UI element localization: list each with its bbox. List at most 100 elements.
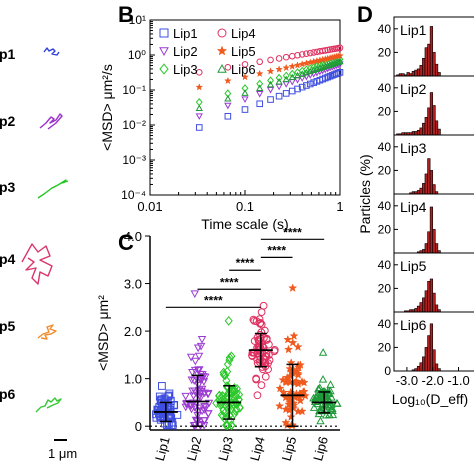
x-tick-label-c: Lip4 (247, 435, 268, 463)
point-b-lip4 (336, 44, 344, 52)
panel-a: p1 p2 p3 p4 p5 p6 1 μm (0, 46, 77, 461)
point-c-lip2 (187, 376, 197, 385)
point-b-lip4 (306, 49, 314, 57)
point-c-lip6 (318, 374, 328, 383)
legend-label-b: Lip1 (173, 26, 198, 41)
point-b-lip6 (275, 77, 283, 85)
histogram-label-d: Lip6 (400, 317, 427, 333)
y-tick-label-d: 40 (378, 22, 392, 36)
point-b-lip4 (275, 55, 283, 62)
significance-label-c: **** (283, 225, 302, 239)
point-c-lip2 (200, 389, 209, 398)
point-c-lip4 (257, 308, 266, 317)
point-b-lip3 (306, 64, 314, 73)
point-c-lip4 (262, 334, 271, 343)
legend-label-b: Lip6 (231, 62, 256, 77)
point-b-lip5 (266, 67, 275, 75)
histogram-bar-d (414, 131, 418, 136)
point-c-lip5 (294, 362, 304, 372)
point-c-lip5 (289, 331, 299, 340)
point-c-lip2 (196, 342, 206, 351)
point-c-lip4 (259, 301, 268, 310)
point-b-lip2 (195, 113, 203, 120)
point-c-lip2 (201, 373, 210, 382)
point-b-lip5 (255, 69, 264, 77)
histogram-bar-d (424, 47, 428, 77)
histogram-bar-d (419, 127, 423, 136)
histogram-bar-d (406, 72, 410, 77)
point-b-lip1 (303, 82, 310, 89)
point-c-lip2 (193, 366, 203, 375)
point-c-lip3 (222, 375, 231, 386)
point-c-lip5 (275, 401, 285, 410)
track-label-4: p4 (0, 251, 16, 267)
point-c-lip3 (219, 391, 228, 402)
point-b-lip5 (293, 61, 302, 69)
point-c-lip6 (326, 386, 335, 395)
point-b-lip2 (275, 83, 283, 91)
point-b-lip2 (224, 102, 232, 110)
point-b-lip4 (303, 50, 310, 57)
point-b-lip6 (298, 70, 306, 77)
point-b-lip5 (288, 62, 297, 70)
point-b-lip2 (282, 81, 290, 88)
point-b-lip1 (241, 106, 249, 113)
histogram-label-d: Lip5 (400, 258, 427, 274)
panel-b: B 0.01 0.1 1 10⁻⁴ 10⁻³ 10⁻² 10⁻¹ 10⁰ 10¹ Time scal… (99, 2, 344, 232)
point-b-lip6 (224, 94, 232, 102)
y-tick-label-d: 40 (378, 140, 392, 154)
trajectory-5 (37, 324, 57, 340)
y-tick-label-d: 20 (378, 45, 392, 59)
point-c-lip6 (316, 416, 325, 425)
point-b-lip4 (324, 46, 332, 54)
histogram-bar-d (429, 278, 434, 313)
x-tick-label-d: -1.0 (447, 373, 469, 388)
point-c-lip4 (261, 372, 270, 381)
histogram-bar-d (419, 65, 423, 77)
x-tick-label-b: 1 (336, 199, 343, 214)
histogram-bar-d (411, 70, 415, 77)
point-c-lip2 (188, 368, 197, 377)
point-b-lip5 (195, 83, 204, 91)
histogram-bar-d (427, 335, 431, 372)
point-c-lip4 (253, 391, 262, 400)
histogram-bar-d (427, 158, 431, 195)
point-b-lip4 (294, 51, 301, 59)
point-b-lip6 (288, 73, 296, 81)
point-b-lip1 (275, 92, 283, 100)
point-b-lip4 (321, 47, 329, 54)
point-b-lip4 (256, 58, 264, 66)
x-tick-label-c: Lip5 (279, 435, 300, 463)
point-c-lip3 (220, 408, 229, 418)
histogram-bar-d (432, 105, 436, 136)
histogram-bar-d (422, 356, 426, 372)
histogram-bar-d (411, 369, 415, 372)
x-tick-label-c: Lip2 (184, 435, 205, 463)
point-b-lip3 (256, 79, 264, 88)
point-b-lip5 (275, 65, 284, 73)
x-tick-label-d: -2.0 (422, 373, 444, 388)
point-b-lip2 (266, 86, 275, 94)
point-c-lip6 (326, 404, 336, 413)
point-b-lip6 (293, 71, 302, 79)
point-c-lip4 (262, 352, 271, 360)
legend-label-b: Lip4 (231, 26, 256, 41)
point-b-lip4 (195, 69, 203, 76)
point-b-lip2 (256, 90, 264, 98)
point-c-lip3 (227, 351, 236, 362)
point-c-lip2 (197, 385, 207, 394)
track-label-1: p1 (0, 46, 16, 62)
legend-marker-b (216, 45, 228, 56)
x-axis-label-b: Time scale (s) (201, 216, 288, 232)
point-c-lip6 (316, 390, 325, 398)
y-axis-label-b: <MSD> μm²/s (99, 64, 115, 151)
histogram-label-d: Lip1 (400, 22, 427, 38)
histogram-bar-d (427, 107, 431, 136)
point-c-lip6 (314, 406, 324, 415)
histogram-bar-d (422, 57, 426, 77)
track-label-5: p5 (0, 318, 16, 334)
histogram-bar-d (429, 206, 434, 254)
point-c-lip5 (293, 342, 303, 351)
y-tick-label-d: 20 (378, 104, 392, 118)
